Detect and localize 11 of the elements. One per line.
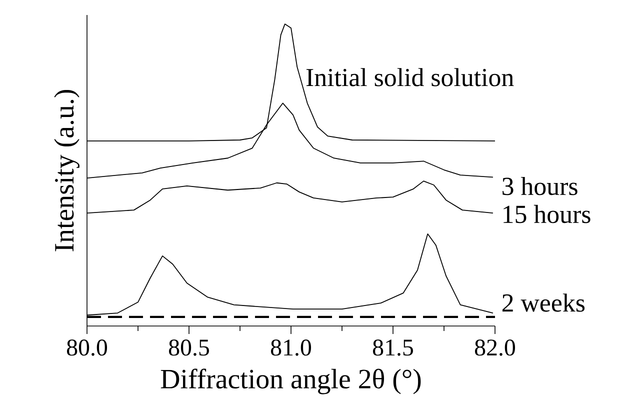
x-tick-label: 80.5	[168, 340, 209, 356]
y-axis-title: Intensity (a.u.)	[54, 90, 80, 252]
series-label: 15 hours	[504, 204, 590, 224]
series-label: 2 weeks	[502, 294, 585, 312]
x-tick-label: 82.0	[474, 340, 516, 356]
x-tick-label: 80.0	[66, 340, 108, 356]
series-label: Initial solid solution	[306, 68, 514, 86]
series-label: 3 hours	[502, 176, 578, 196]
x-tick-label: 81.5	[372, 340, 413, 356]
x-axis-title: Diffraction angle 2θ (°)	[160, 368, 421, 394]
x-tick-label: 81.0	[270, 340, 312, 356]
